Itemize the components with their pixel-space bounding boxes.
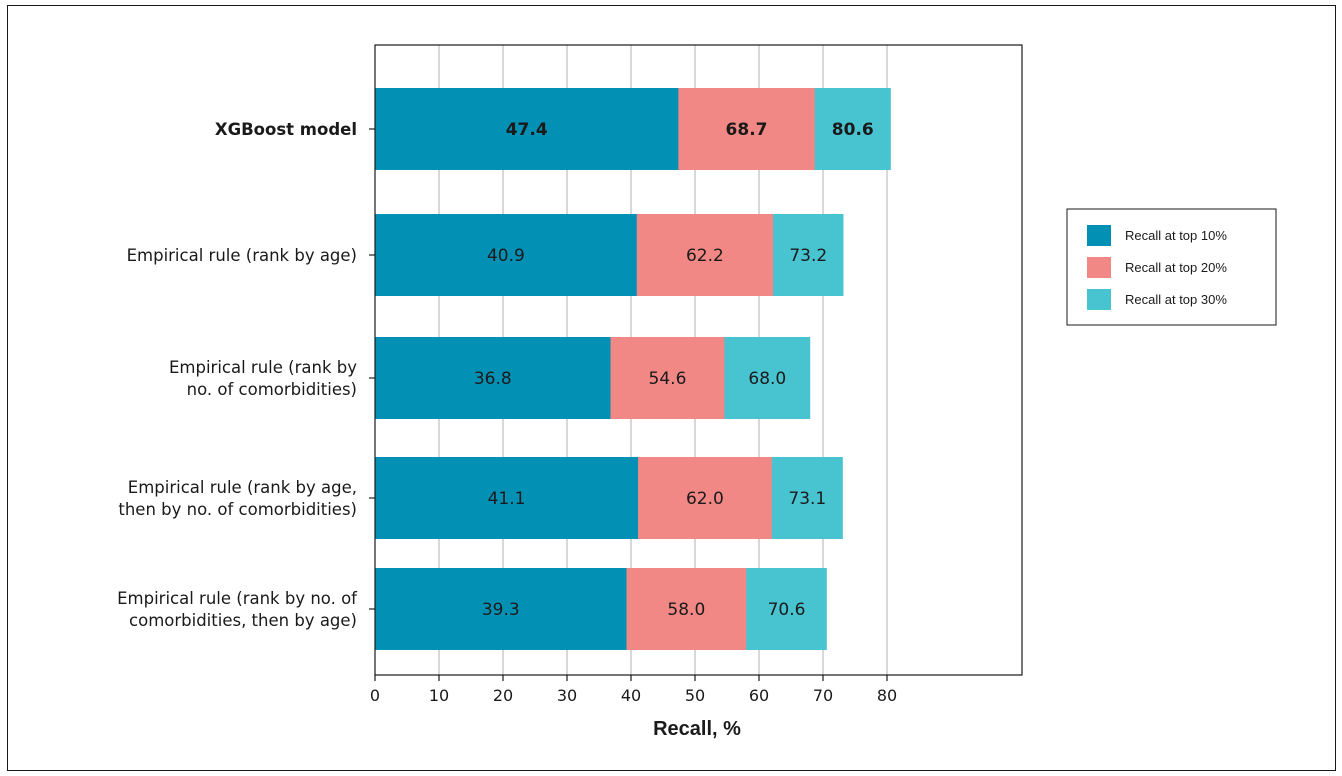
legend-swatch-1 — [1087, 225, 1111, 246]
category-label-4-line-1: Empirical rule (rank by age, — [128, 478, 357, 497]
bar-1-row-1 — [375, 88, 679, 170]
bar-1-row-5 — [375, 568, 627, 650]
data-label-3-row-2: 73.2 — [789, 246, 827, 266]
category-label-1-line-1: XGBoost model — [215, 120, 357, 139]
data-label-1-row-2: 40.9 — [487, 246, 525, 266]
data-label-2-row-4: 62.0 — [686, 489, 724, 509]
x-tick-label-80: 80 — [877, 686, 897, 705]
x-tick-label-40: 40 — [621, 686, 641, 705]
category-label-5-line-1: Empirical rule (rank by no. of — [117, 589, 358, 608]
x-tick-label-50: 50 — [685, 686, 705, 705]
x-tick-label-0: 0 — [370, 686, 380, 705]
category-label-2-line-1: Empirical rule (rank by age) — [127, 246, 357, 265]
category-label-5-line-2: comorbidities, then by age) — [129, 611, 357, 630]
legend-label-1: Recall at top 10% — [1125, 228, 1227, 243]
plot-border — [374, 44, 1023, 676]
data-label-1-row-1: 47.4 — [506, 120, 548, 140]
data-label-1-row-4: 41.1 — [488, 489, 526, 509]
axes — [369, 44, 1023, 681]
x-tick-label-70: 70 — [813, 686, 833, 705]
data-label-2-row-1: 68.7 — [726, 120, 768, 140]
bar-1-row-2 — [375, 214, 637, 296]
legend-swatch-2 — [1087, 257, 1111, 278]
bars: 47.4 68.7 80.6 40.9 62.2 73.2 36.8 54.6 68.0 41.1… — [375, 88, 891, 650]
legend: Recall at top 10% Recall at top 20% Recall… — [1066, 208, 1277, 326]
data-label-2-row-5: 58.0 — [667, 600, 705, 620]
legend-label-2: Recall at top 20% — [1125, 260, 1227, 275]
data-label-3-row-5: 70.6 — [768, 600, 806, 620]
bar-1-row-4 — [375, 457, 639, 539]
x-tick-label-20: 20 — [493, 686, 513, 705]
x-tick-label-10: 10 — [429, 686, 449, 705]
x-tick-labels: 0 10 20 30 40 50 60 70 80 — [370, 686, 897, 705]
category-label-3-line-1: Empirical rule (rank by — [169, 358, 357, 377]
data-label-3-row-3: 68.0 — [748, 369, 786, 389]
legend-swatch-3 — [1087, 289, 1111, 310]
data-label-3-row-1: 80.6 — [832, 120, 874, 140]
x-tick-label-60: 60 — [749, 686, 769, 705]
data-label-1-row-3: 36.8 — [474, 369, 512, 389]
legend-label-3: Recall at top 30% — [1125, 292, 1227, 307]
x-axis-title: Recall, % — [653, 718, 741, 740]
data-label-1-row-5: 39.3 — [482, 600, 520, 620]
data-label-2-row-3: 54.6 — [649, 369, 687, 389]
data-label-3-row-4: 73.1 — [788, 489, 826, 509]
bar-1-row-3 — [375, 337, 611, 419]
category-label-4-line-2: then by no. of comorbidities) — [118, 500, 357, 519]
x-tick-label-30: 30 — [557, 686, 577, 705]
category-label-3-line-2: no. of comorbidities) — [187, 380, 357, 399]
category-labels: XGBoost model Empirical rule (rank by age… — [117, 120, 358, 630]
data-label-2-row-2: 62.2 — [686, 246, 724, 266]
